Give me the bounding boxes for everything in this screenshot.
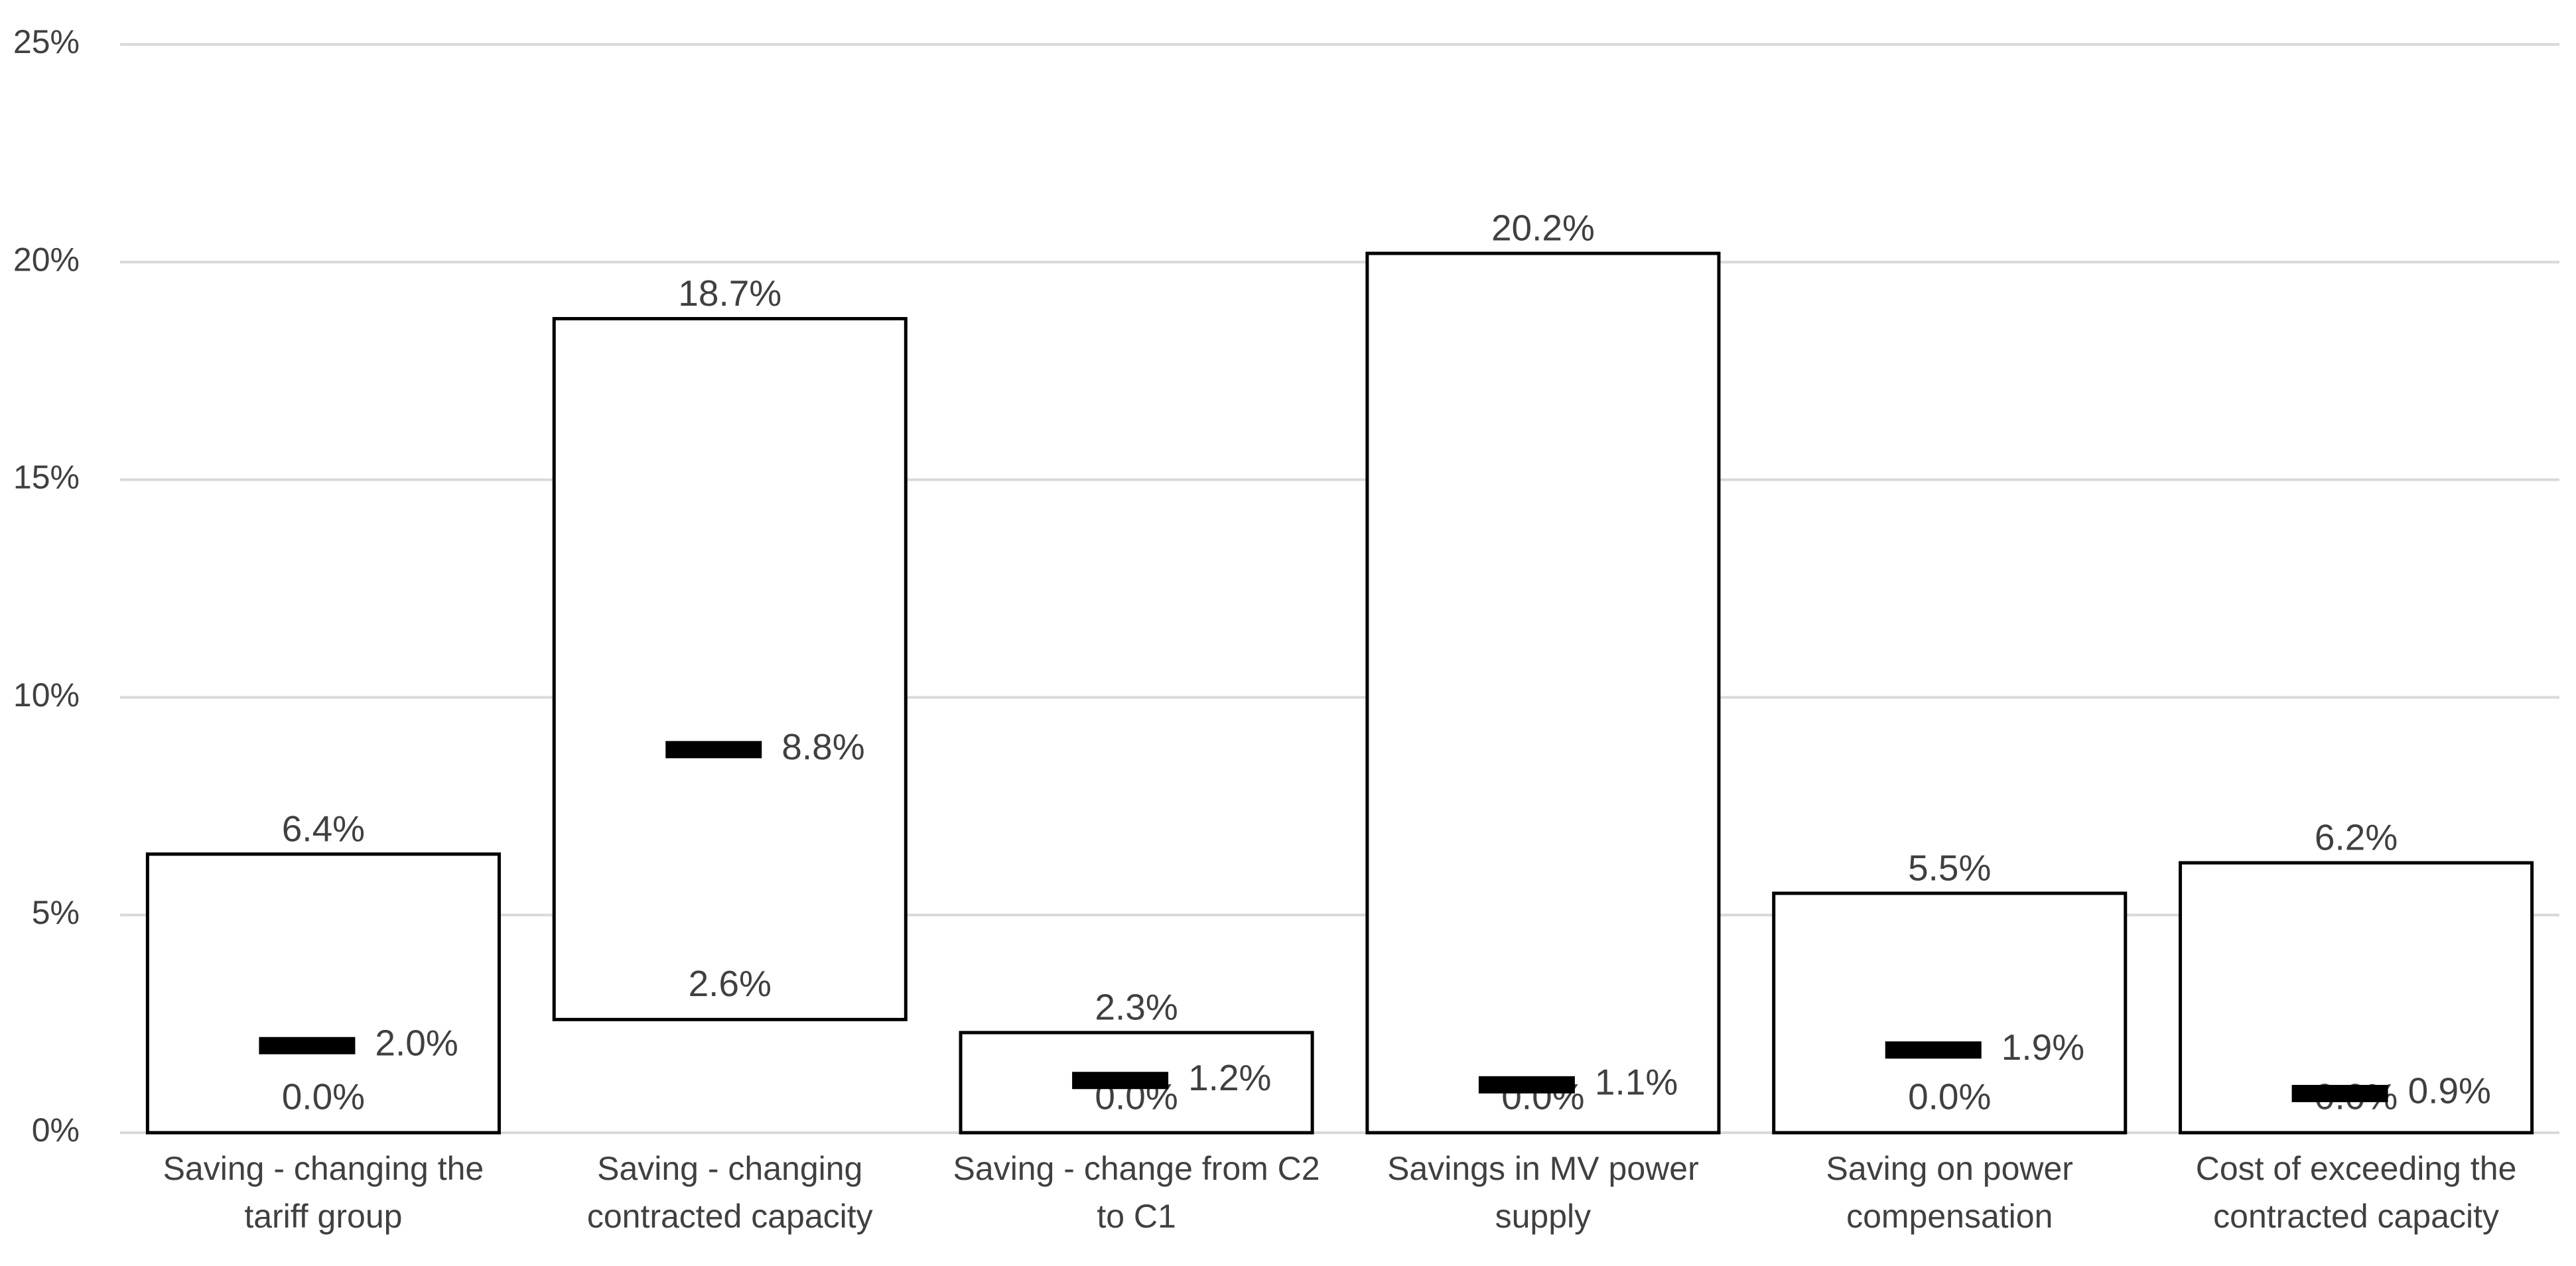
mid-label: 1.1%: [1595, 1061, 1678, 1102]
y-tick-label: 10%: [13, 676, 80, 714]
y-tick-label: 15%: [13, 459, 80, 496]
mid-label: 8.8%: [781, 726, 864, 767]
high-label: 6.2%: [2315, 817, 2398, 858]
high-label: 5.5%: [1908, 848, 1991, 889]
x-tick-label: Saving - changing the tariff group: [163, 1150, 484, 1235]
mid-marker: [1885, 1041, 1982, 1059]
mid-label: 1.2%: [1188, 1057, 1271, 1098]
y-tick-label: 25%: [13, 23, 80, 60]
x-tick-label: Cost of exceeding the contracted capacit…: [2195, 1150, 2517, 1235]
x-tick-label: Saving - change from C2 to C1: [953, 1150, 1320, 1235]
mid-marker: [1072, 1072, 1169, 1090]
range-bar: [145, 852, 501, 1135]
y-tick-label: 5%: [32, 894, 80, 931]
x-tick-label: Saving on power compensation: [1826, 1150, 2073, 1235]
mid-marker: [665, 741, 762, 759]
mid-marker: [1478, 1076, 1575, 1094]
high-label: 18.7%: [678, 273, 781, 314]
range-bar: [1365, 251, 1721, 1135]
range-bar: [1772, 891, 2128, 1135]
low-label: 0.0%: [1908, 1076, 1991, 1117]
low-label: 0.0%: [282, 1076, 365, 1117]
y-tick-label: 20%: [13, 241, 80, 278]
mid-label: 0.9%: [2408, 1070, 2491, 1111]
high-label: 20.2%: [1491, 208, 1595, 249]
range-bar: [552, 317, 908, 1021]
mid-label: 2.0%: [375, 1022, 458, 1063]
high-label: 6.4%: [282, 808, 365, 849]
mid-marker: [2291, 1084, 2388, 1102]
y-tick-label: 0%: [32, 1111, 80, 1149]
mid-label: 1.9%: [2001, 1027, 2084, 1068]
x-tick-label: Savings in MV power supply: [1387, 1150, 1699, 1235]
x-tick-label: Saving - changing contracted capacity: [586, 1150, 873, 1235]
mid-marker: [259, 1037, 356, 1054]
low-label: 2.6%: [689, 963, 772, 1004]
high-label: 2.3%: [1095, 987, 1178, 1028]
